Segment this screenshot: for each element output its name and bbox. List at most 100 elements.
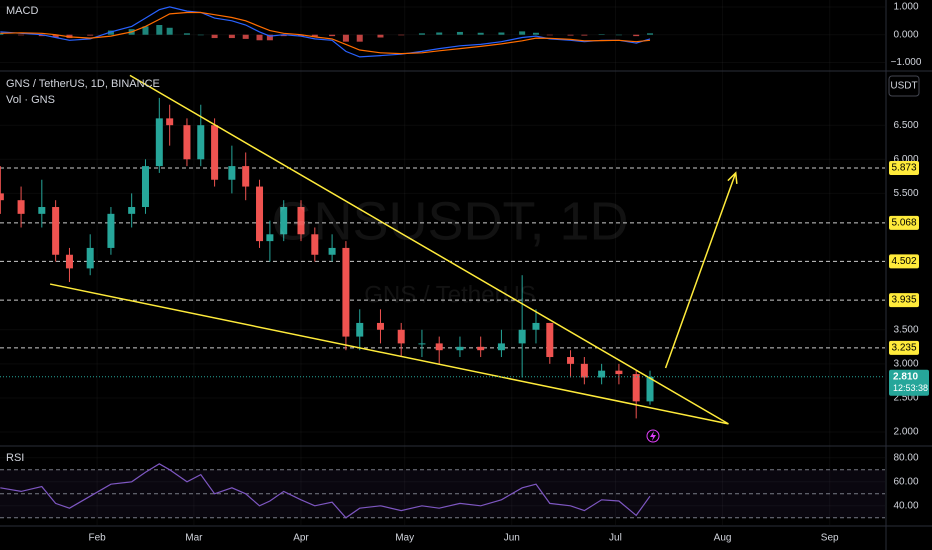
histogram-bar [519,31,526,35]
histogram-bar [329,34,336,37]
x-tick-label: Sep [821,533,839,544]
level-label: 3.235 [891,342,916,353]
histogram-bar [0,33,4,35]
candle-body [646,376,654,402]
candle-body [615,370,623,375]
currency-button[interactable] [888,75,920,97]
candle-body [242,166,250,187]
currency-label[interactable]: USDT [890,81,917,92]
y-tick-label: 0.000 [893,29,918,40]
x-tick-label: Apr [293,533,309,544]
candle-body [52,207,60,255]
candle-body [532,322,540,330]
histogram-bar [228,34,235,39]
histogram-bar [52,34,59,38]
x-tick-label: May [395,533,414,544]
histogram-bar [38,34,45,37]
trend-line [129,74,729,425]
x-tick-label: Feb [88,533,106,544]
histogram-bar [546,34,553,36]
volume-label: Vol · GNS [6,94,55,106]
histogram-bar [183,33,190,35]
candle-body [356,322,364,337]
x-tick-label: Jun [504,533,520,544]
y-tick-label: 2.000 [893,427,918,438]
arrow-head [727,171,738,184]
y-tick-label: 6.500 [893,120,918,131]
last-price-box [889,369,929,396]
candle-body [228,166,236,180]
level-label-box [889,215,919,230]
histogram-bar [211,34,218,39]
countdown: 12:53:38 [893,383,928,393]
watermark: GNS / TetherUS [364,281,536,308]
candle-body [0,193,4,201]
level-label: 4.502 [891,256,916,267]
level-label: 5.068 [891,217,916,228]
histogram-bar [356,34,363,42]
histogram-bar [266,34,273,41]
histogram-bar [633,34,640,37]
histogram-bar [256,34,263,41]
candle-body [197,125,205,160]
histogram-bar [197,34,204,36]
candle-body [266,234,274,242]
candle-body [497,343,505,351]
candle-body [418,343,426,345]
histogram-bar [297,34,304,37]
x-tick-label: Mar [185,533,203,544]
indicator-line [0,6,651,58]
event-icon [650,431,656,441]
candle-body [280,207,288,235]
candle-body [376,322,384,330]
histogram-bar [280,34,287,37]
candle-body [38,207,46,214]
x-tick-label: Aug [714,533,732,544]
candle-body [456,346,464,351]
candle-body [546,322,554,358]
level-label-box [889,340,919,355]
histogram-bar [377,34,384,38]
level-label: 3.935 [891,295,916,306]
candle-body [107,213,115,248]
histogram-bar [142,26,149,35]
level-label-box [889,254,919,269]
y-tick-label: −1.000 [891,57,922,68]
candle-body [128,207,136,214]
watermark: GNSUSDT, 1D [271,191,628,251]
candle-body [632,374,640,402]
level-label-box [889,293,919,308]
indicator-line [0,11,651,55]
candle-body [256,186,264,242]
last-price-label: 2.810 [893,371,918,382]
candle-body [211,125,219,180]
histogram-bar [567,34,574,36]
level-label: 5.873 [891,163,916,174]
candle-body [567,357,575,364]
candle-body [397,329,405,344]
histogram-bar [242,34,249,39]
candle-body [518,329,526,344]
trend-line [49,283,729,425]
histogram-bar [166,27,173,35]
histogram-bar [598,34,605,35]
candle-body [598,370,606,378]
candle-body [65,254,73,269]
candle-body [580,363,588,378]
histogram-bar [436,32,443,35]
indicator-line [0,463,651,519]
y-tick-label: 3.500 [893,324,918,335]
y-tick-label: 1.000 [893,2,918,13]
candle-body [297,207,305,235]
y-tick-label: 5.500 [893,188,918,199]
chart-title: GNS / TetherUS, 1D, BINANCE [6,78,160,90]
candle-body [435,343,443,351]
histogram-bar [647,33,654,35]
x-tick-label: Jul [609,533,622,544]
histogram-bar [532,32,539,35]
rsi-title: RSI [6,452,24,464]
candle-body [477,346,485,351]
